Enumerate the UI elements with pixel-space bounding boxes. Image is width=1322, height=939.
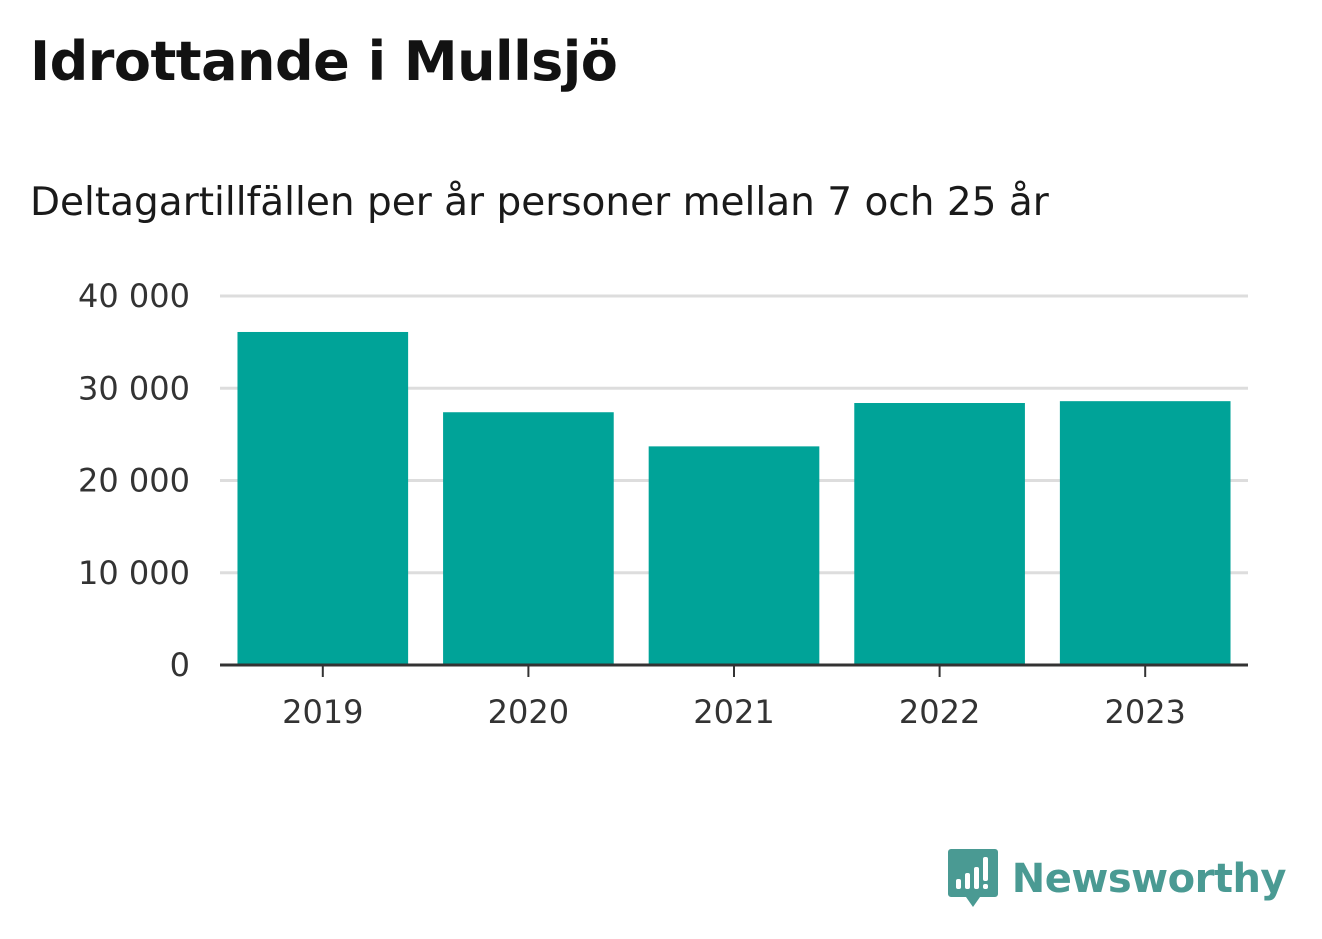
y-tick-label: 30 000 [78,369,190,407]
y-tick-label: 0 [170,646,190,684]
y-tick-label: 10 000 [78,554,190,592]
x-tick-label: 2021 [693,693,774,731]
x-tick-label: 2022 [899,693,980,731]
x-tick-labels: 2019 2020 2021 2022 2023 [282,693,1186,731]
bars [237,331,1231,665]
y-tick-label: 40 000 [78,277,190,315]
brand-name: Newsworthy [1011,856,1287,902]
bar-2019 [237,331,409,665]
chart-subtitle: Deltagartillfällen per år personer mella… [30,180,1049,225]
bar-2022 [854,403,1025,665]
newsworthy-speech-bubble-bars-icon [947,849,998,907]
bar-2023 [1059,401,1231,665]
x-tick-label: 2023 [1104,693,1185,731]
chart-title: Idrottande i Mullsjö [30,30,618,93]
bar-2020 [443,412,614,665]
x-axis [220,663,1248,677]
brand-logo: Newsworthy [947,849,1287,909]
y-tick-labels: 0 10 000 20 000 30 000 40 000 [78,277,190,684]
bar-2021 [648,446,820,665]
x-tick-label: 2020 [488,693,569,731]
x-tick-label: 2019 [282,693,363,731]
y-tick-label: 20 000 [78,462,190,500]
